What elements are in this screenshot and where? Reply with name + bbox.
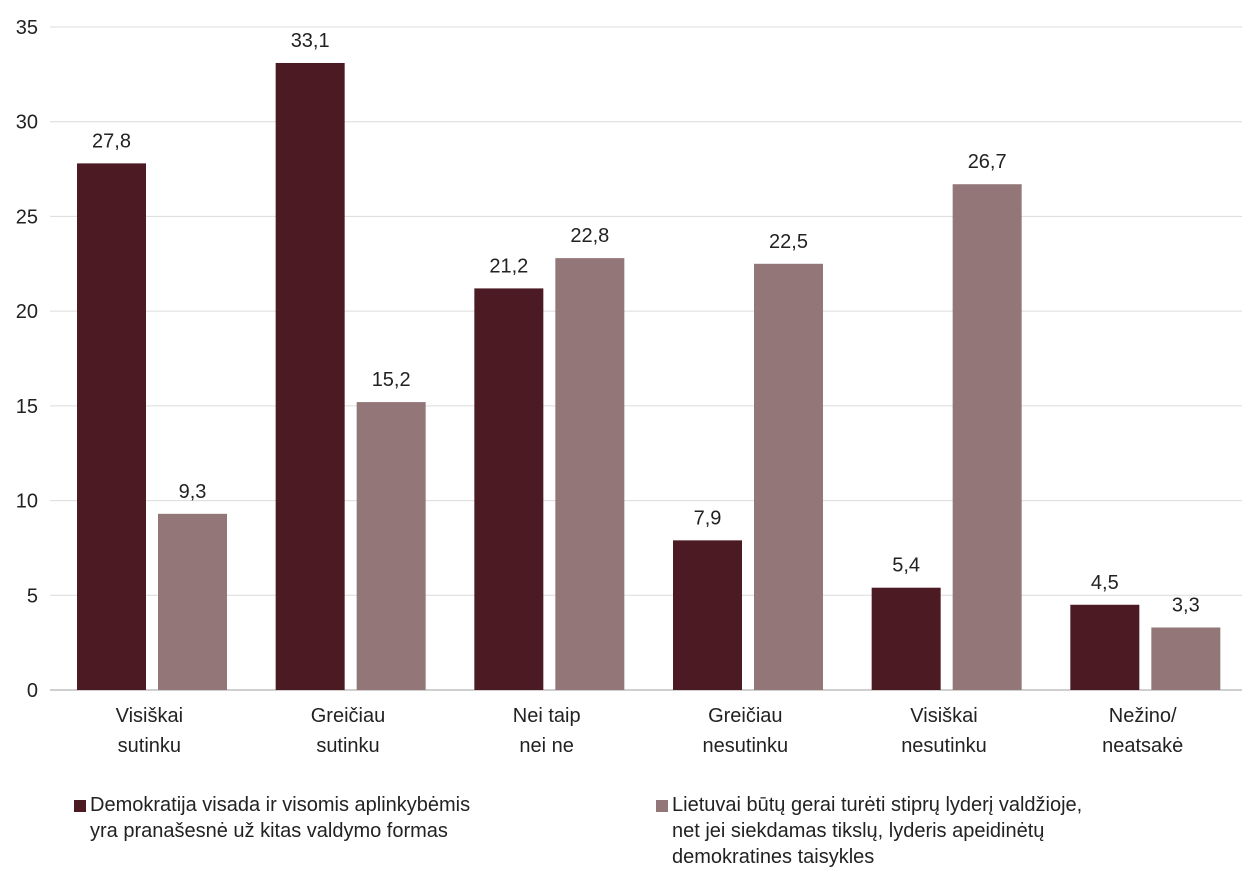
y-tick-label: 20 (16, 301, 38, 323)
y-tick-label: 30 (16, 112, 38, 134)
data-label: 7,9 (694, 507, 722, 529)
bar-series-2 (555, 258, 625, 690)
bar-series-1 (275, 62, 345, 690)
y-tick-label: 35 (16, 17, 38, 39)
bar-series-1 (1070, 604, 1140, 690)
data-label: 27,8 (92, 130, 131, 152)
y-tick-label: 5 (27, 585, 38, 607)
y-axis: 0 5 10 15 20 25 30 35 (16, 17, 38, 702)
bar-series-1 (474, 288, 544, 690)
data-label: 22,5 (769, 231, 808, 253)
bar-series-2 (158, 513, 227, 690)
x-category-label: Visiškai nesutinku (901, 705, 987, 757)
x-category-label: Greičiau nesutinku (703, 705, 789, 757)
bar-series-2 (1151, 627, 1221, 690)
data-label: 26,7 (968, 151, 1007, 173)
data-label: 9,3 (179, 481, 207, 503)
x-category-label: Nei taip nei ne (513, 705, 581, 757)
bar-series-1 (871, 587, 941, 690)
legend-item-series-1: Demokratija visada ir visomis aplinkybėm… (74, 792, 594, 844)
data-label: 15,2 (372, 369, 411, 391)
gridlines (50, 26, 1242, 691)
bars (77, 62, 1221, 691)
y-tick-label: 10 (16, 491, 38, 513)
y-tick-label: 25 (16, 206, 38, 228)
x-category-label: Visiškai sutinku (116, 705, 183, 757)
data-labels: 27,8 33,1 21,2 7,9 5,4 4,5 9,3 15,2 22,8 22,5 26,7… (92, 30, 1200, 616)
bar-series-2 (356, 402, 426, 690)
data-label: 5,4 (892, 555, 920, 577)
x-category-label: Nežino/neatsakė (1102, 705, 1183, 757)
data-label: 4,5 (1091, 572, 1119, 594)
data-label: 22,8 (570, 225, 609, 247)
data-label: 33,1 (291, 30, 330, 52)
y-tick-label: 0 (27, 680, 38, 702)
bar-series-2 (754, 263, 823, 690)
legend-item-series-2: Lietuvai būtų gerai turėti stiprų lyderį… (656, 792, 1216, 870)
bar-series-1 (673, 540, 742, 690)
data-label: 3,3 (1172, 594, 1200, 616)
legend-swatch-series-1 (74, 800, 86, 812)
bar-series-1 (77, 163, 146, 691)
legend-swatch-series-2 (656, 800, 668, 812)
chart-plot: 0 5 10 15 20 25 30 35 27,8 33,1 21,2 7,9 5,4 4,5 9,3 1… (16, 17, 1242, 757)
x-category-label: Greičiau sutinku (311, 705, 385, 757)
bar-series-2 (952, 184, 1022, 690)
y-tick-label: 15 (16, 396, 38, 418)
x-axis: Visiškai sutinku Greičiau sutinku Nei taip ne… (116, 705, 1184, 757)
legend-label-series-1: Demokratija visada ir visomis aplinkybėm… (90, 794, 471, 842)
legend: Demokratija visada ir visomis aplinkybėm… (0, 792, 1242, 872)
data-label: 21,2 (489, 255, 528, 277)
legend-label-series-2: Lietuvai būtų gerai turėti stiprų lyderį… (672, 794, 1083, 868)
